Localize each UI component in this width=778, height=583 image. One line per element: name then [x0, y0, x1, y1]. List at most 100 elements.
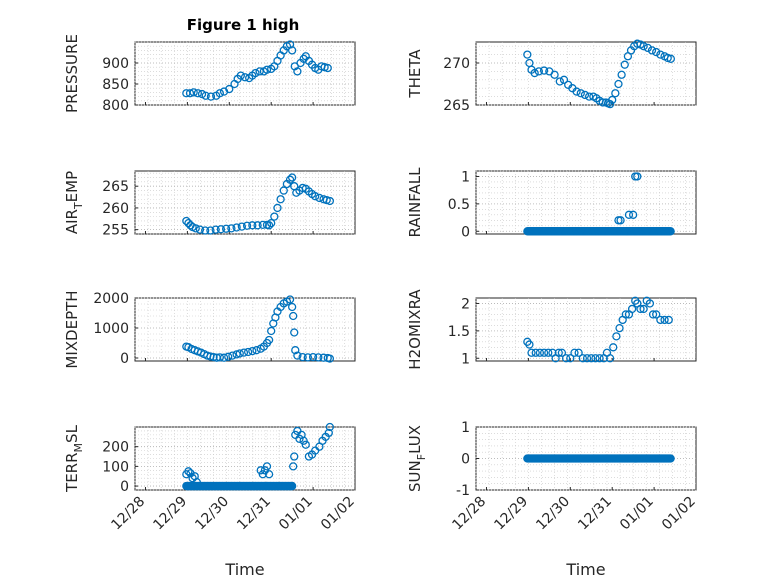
data-point [289, 311, 298, 321]
data-point [262, 462, 272, 471]
subplot-terr: 0 100 200 12/28 12/29 12/30 12/31 01/01 01/02 TER… [63, 422, 358, 579]
data-point [273, 203, 282, 213]
data-point [195, 225, 205, 234]
data-point [285, 295, 295, 304]
data-point [666, 454, 675, 463]
data-point [264, 221, 274, 230]
data-point [639, 304, 648, 314]
data-point [574, 348, 583, 357]
data-point [237, 222, 247, 231]
data-point [660, 315, 669, 325]
x-tick-label: 12/29 [491, 494, 531, 534]
data-point [652, 47, 661, 57]
data-point [550, 70, 559, 79]
data-point [299, 436, 308, 445]
y-axis-label: TERRMSL [63, 424, 85, 493]
data-point [664, 315, 673, 325]
y-tick-label: 265 [443, 98, 470, 114]
y-tick-label: 0 [120, 351, 129, 367]
y-axis-label-sub: T [72, 202, 85, 210]
data-point [262, 65, 272, 74]
y-tick-label: 100 [102, 459, 129, 475]
data-point [628, 210, 638, 219]
data-point [291, 346, 300, 355]
x-tick-label: 12/31 [575, 494, 615, 534]
y-axis-label-rest: LUX [406, 425, 424, 454]
y-axis-label: AIRTEMP [63, 171, 85, 234]
data-point [201, 91, 210, 100]
data-point [534, 67, 544, 76]
subplot-sun: -1 0 1 12/28 12/29 12/30 12/31 01/01 01/02 SUNFLU… [406, 420, 699, 579]
y-tick-label: 2000 [93, 291, 129, 307]
data-point [530, 68, 539, 78]
x-tick-label: 12/29 [150, 494, 190, 534]
y-tick-label: 260 [102, 201, 129, 217]
subplot-air: 255 260 265 AIRTEMP [63, 170, 356, 239]
data-point [251, 68, 260, 78]
data-point [264, 470, 274, 479]
data-point [591, 354, 600, 363]
data-point [325, 354, 335, 363]
data-point [580, 90, 590, 100]
data-point [311, 192, 320, 201]
data-point [615, 323, 624, 333]
y-axis-label-rest: SL [63, 424, 81, 443]
subplot-theta: 265 270 THETA [406, 39, 697, 114]
subplot-rainfall: 0 0.5 1 RAINFALL [406, 167, 697, 240]
data-point [621, 310, 630, 319]
data-point [554, 348, 563, 357]
data-point [255, 67, 264, 76]
y-axis-label: RAINFALL [406, 167, 424, 238]
data-point [544, 348, 553, 357]
x-tick-label: 01/02 [318, 494, 358, 534]
y-tick-label: 0 [461, 224, 470, 240]
y-tick-label: 255 [102, 223, 129, 239]
data-point [193, 89, 203, 98]
y-axis-label-main: AIR [63, 209, 81, 234]
data-point [557, 348, 567, 357]
data-point [264, 335, 274, 345]
y-axis-label: SUNFLUX [406, 425, 428, 492]
data-point [276, 195, 285, 204]
data-point [191, 224, 200, 233]
data-point [184, 467, 193, 476]
data-point [287, 302, 297, 312]
data-point [325, 422, 335, 432]
data-point [611, 89, 620, 98]
data-point [240, 73, 250, 82]
data-point [561, 354, 571, 363]
data-point [242, 221, 252, 230]
axes-layer: 800 850 900 PRESSURE 265 270 THETA 255 260 265 AIR… [63, 34, 699, 579]
data-point [258, 220, 267, 230]
data-point [315, 193, 324, 203]
data-point [228, 351, 237, 360]
data-point [525, 340, 534, 349]
data-point [523, 50, 532, 59]
data-point [633, 172, 642, 181]
data-point [570, 348, 579, 357]
data-point [216, 225, 226, 234]
y-tick-label: 1 [461, 420, 470, 436]
y-tick-label: 1000 [93, 321, 129, 337]
data-point [293, 67, 302, 76]
data-point [189, 88, 198, 97]
data-point [258, 470, 267, 479]
data-point [298, 352, 307, 362]
y-tick-label: -1 [456, 483, 470, 499]
data-point [211, 225, 220, 234]
y-tick-label: 1.5 [448, 324, 470, 340]
data-point [539, 348, 549, 357]
data-point [225, 84, 234, 94]
subplot-h2omixra: 1 1.5 2 H2OMIXRA [406, 289, 697, 370]
x-tick-label: 01/01 [617, 494, 657, 534]
data-point [185, 89, 195, 98]
data-point [324, 428, 333, 438]
data-point [598, 98, 607, 107]
figure-title: Figure 1 high [187, 16, 300, 34]
data-point [270, 212, 279, 221]
y-tick-label: 800 [102, 98, 129, 114]
data-point [239, 348, 249, 357]
data-point [578, 354, 588, 363]
data-point [627, 304, 637, 314]
